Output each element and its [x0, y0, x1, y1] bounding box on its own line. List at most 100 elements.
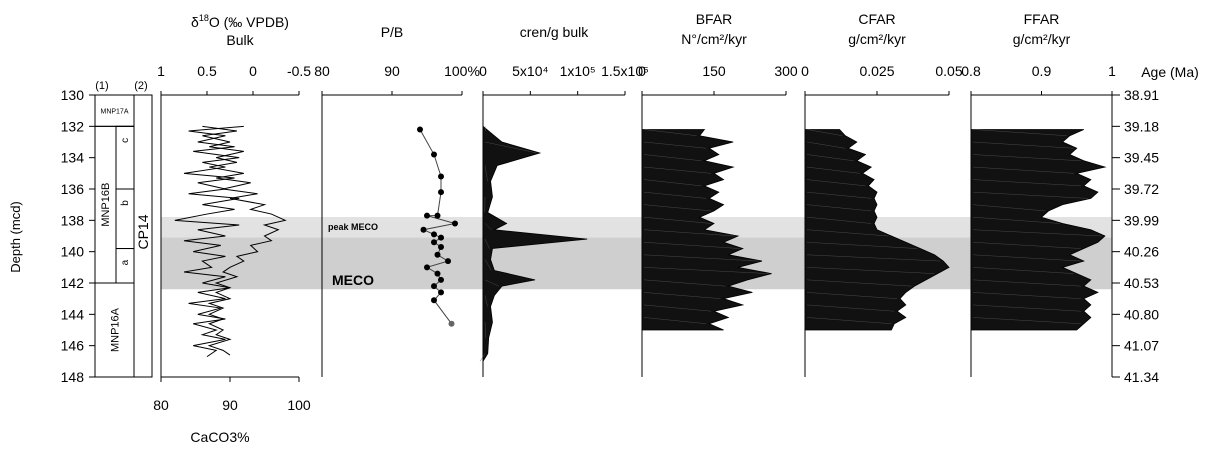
- x-tick-label: 100%: [444, 63, 480, 79]
- area-texture-line: [806, 279, 912, 287]
- pb-data-point: [434, 270, 441, 277]
- pb-data-point: [431, 231, 437, 238]
- area-texture-line: [972, 267, 1074, 274]
- panel-subtitle: Bulk: [226, 32, 254, 48]
- area-texture-line: [643, 254, 760, 262]
- nannozone-label: MNP17A: [100, 109, 128, 116]
- age-axis-label: Age (Ma): [1141, 64, 1199, 80]
- area-texture-line: [484, 165, 488, 182]
- x-tick-label: 0.025: [859, 63, 894, 79]
- area-texture-line: [806, 166, 860, 174]
- area-texture-line: [972, 179, 1081, 187]
- x-tick-label: 80: [314, 63, 330, 79]
- area-texture-line: [806, 204, 872, 212]
- meco-label: MECO: [332, 272, 374, 288]
- depth-tick-label: 138: [61, 212, 85, 228]
- age-tick-label: 39.45: [1124, 150, 1159, 166]
- age-tick-label: 39.18: [1124, 118, 1159, 134]
- panel-cfar: CFAR g/cm²/kyr 0 0.025 0.05: [801, 11, 963, 377]
- area-texture-line: [972, 254, 1081, 262]
- area-texture-line: [643, 317, 707, 324]
- area-texture-line: [484, 223, 492, 230]
- panel-title: CFAR: [858, 11, 895, 27]
- area-texture-line: [484, 322, 486, 338]
- area-texture-line: [972, 204, 1046, 212]
- subzone-label: a: [120, 259, 131, 265]
- age-tick-label: 40.53: [1124, 275, 1159, 291]
- area-texture-line: [643, 191, 707, 199]
- pb-data-point: [420, 226, 427, 233]
- x-tick-label: 1.5x10⁵: [601, 63, 649, 79]
- x-tick-label: 1x10⁵: [560, 63, 596, 79]
- pb-data-point: [431, 239, 437, 246]
- x-tick-label: 300: [774, 63, 798, 79]
- area-series-cren: [482, 125, 588, 363]
- area-texture-line: [806, 317, 892, 324]
- x-tick-label: 0.05: [935, 63, 962, 79]
- depth-tick-label: 140: [61, 244, 85, 260]
- panel-title: δ18O (‰ VPDB): [191, 13, 289, 30]
- pb-data-point: [424, 264, 430, 271]
- area-texture-line: [643, 141, 707, 149]
- area-texture-line: [643, 267, 769, 274]
- area-texture-line: [972, 191, 1088, 199]
- area-texture-line: [972, 217, 1060, 224]
- area-texture-line: [972, 141, 1074, 149]
- pb-data-point: [438, 173, 444, 180]
- pb-data-point: [431, 283, 437, 290]
- x-tick-label: 90: [384, 63, 400, 79]
- caco3-series-line: [202, 125, 287, 356]
- age-tick-label: 40.26: [1124, 244, 1159, 260]
- area-texture-line: [643, 217, 712, 224]
- area-texture-line: [484, 141, 537, 154]
- area-texture-line: [972, 242, 1081, 249]
- area-texture-line: [806, 154, 854, 161]
- panel-d18o: δ18O (‰ VPDB) Bulk 1 0.5 0 -0.5 80 90 100 CaCO3%: [153, 13, 311, 445]
- subzone-label: c: [120, 138, 131, 143]
- pb-data-point: [431, 297, 437, 304]
- area-texture-line: [643, 242, 740, 249]
- area-texture-line: [484, 279, 500, 287]
- depth-tick-label: 142: [61, 275, 85, 291]
- area-texture-line: [972, 129, 1067, 136]
- nannozone-label: MNP16A: [110, 307, 122, 352]
- area-texture-line: [972, 317, 1081, 324]
- area-texture-line: [806, 267, 935, 274]
- area-texture-line: [643, 279, 726, 287]
- x-tick-label: 0: [479, 63, 487, 79]
- area-texture-line: [972, 166, 1074, 174]
- age-tick-label: 39.99: [1124, 212, 1159, 228]
- panel-subtitle: N°/cm²/kyr: [681, 31, 747, 47]
- meco-band: [161, 217, 1112, 290]
- x-tick-label: 0.8: [961, 63, 981, 79]
- area-texture-line: [484, 295, 488, 307]
- panel-subtitle: g/cm²/kyr: [848, 31, 906, 47]
- panel-title: cren/g bulk: [520, 24, 589, 40]
- pb-data-point: [438, 276, 444, 283]
- area-texture-line: [806, 254, 941, 262]
- pb-data-point: [434, 251, 441, 258]
- area-texture-line: [643, 166, 712, 174]
- x-tick-label: 5x10⁴: [512, 63, 548, 79]
- panel-subtitle: g/cm²/kyr: [1013, 31, 1071, 47]
- bottom-tick-label: 90: [222, 397, 238, 413]
- peak-meco-band: [161, 217, 1112, 238]
- subzone-label: b: [120, 200, 131, 206]
- x-tick-label: 0: [638, 63, 646, 79]
- cp-zone-box: [133, 94, 153, 378]
- area-texture-line: [643, 229, 736, 237]
- area-texture-line: [806, 217, 872, 224]
- depth-axis-label: Depth (mcd): [8, 201, 23, 273]
- area-texture-line: [972, 229, 1102, 237]
- bottom-tick-label: 100: [287, 397, 311, 413]
- pb-data-point: [452, 220, 458, 227]
- pb-data-point: [438, 234, 444, 241]
- depth-tick-label: 130: [61, 87, 85, 103]
- panel-title: FFAR: [1024, 11, 1060, 27]
- panel-bfar: BFAR N°/cm²/kyr 0 150 300: [638, 11, 798, 377]
- x-tick-label: 1: [157, 63, 165, 79]
- area-texture-line: [972, 279, 1081, 287]
- age-tick-label: 41.07: [1124, 338, 1159, 354]
